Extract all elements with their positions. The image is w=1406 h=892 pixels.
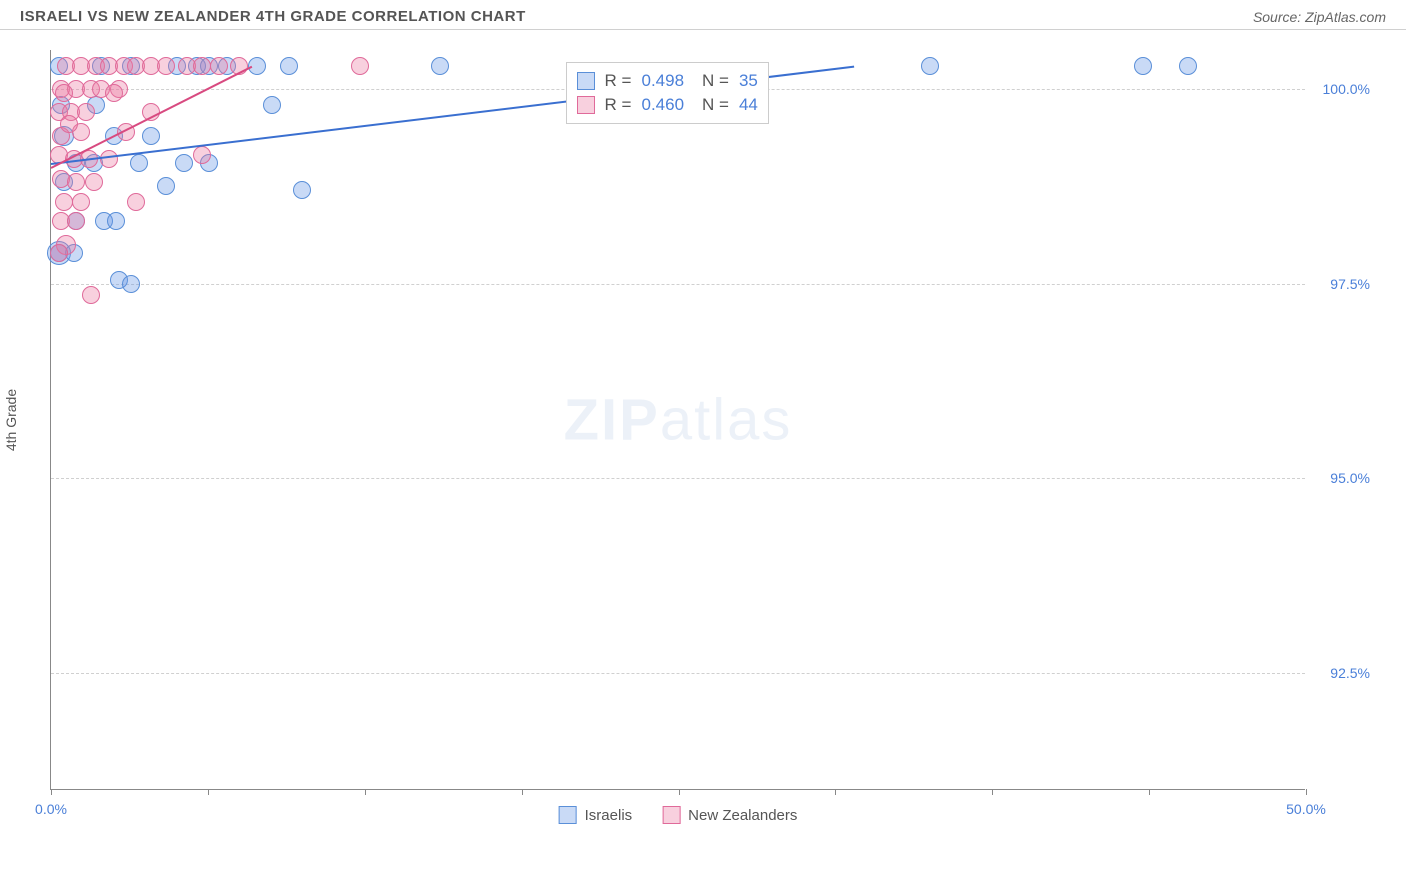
scatter-point <box>263 96 281 114</box>
stats-r-value: 0.460 <box>641 95 684 115</box>
scatter-point <box>130 154 148 172</box>
stats-swatch <box>577 96 595 114</box>
xaxis-label: 0.0% <box>35 801 67 817</box>
y-axis-label: 4th Grade <box>3 388 19 450</box>
scatter-point <box>122 275 140 293</box>
xtick <box>208 789 209 795</box>
scatter-point <box>77 103 95 121</box>
stats-row: R = 0.460 N = 44 <box>577 93 758 117</box>
scatter-point <box>60 115 78 133</box>
scatter-point <box>1134 57 1152 75</box>
scatter-point <box>67 212 85 230</box>
gridline <box>51 478 1305 479</box>
legend-label-newzealanders: New Zealanders <box>688 807 797 824</box>
scatter-point <box>921 57 939 75</box>
scatter-point <box>100 150 118 168</box>
stats-n-value: 44 <box>739 95 758 115</box>
stats-r-label: R = <box>605 95 632 115</box>
stats-box: R = 0.498 N = 35 R = 0.460 N = 44 <box>566 62 769 124</box>
legend-swatch-israelis <box>559 806 577 824</box>
chart-plot-area: 4th Grade ZIPatlas Israelis New Zealande… <box>50 50 1305 790</box>
xtick <box>835 789 836 795</box>
ytick-label: 95.0% <box>1330 470 1370 486</box>
scatter-point <box>157 177 175 195</box>
stats-n-label: N = <box>702 95 729 115</box>
scatter-point <box>193 57 211 75</box>
xtick <box>51 789 52 795</box>
ytick-label: 97.5% <box>1330 276 1370 292</box>
scatter-point <box>193 146 211 164</box>
legend-label-israelis: Israelis <box>585 807 633 824</box>
chart-header: ISRAELI VS NEW ZEALANDER 4TH GRADE CORRE… <box>0 0 1406 30</box>
stats-swatch <box>577 72 595 90</box>
gridline <box>51 284 1305 285</box>
chart-title: ISRAELI VS NEW ZEALANDER 4TH GRADE CORRE… <box>20 8 526 25</box>
chart-source: Source: ZipAtlas.com <box>1253 9 1386 25</box>
scatter-point <box>127 193 145 211</box>
xtick <box>679 789 680 795</box>
scatter-point <box>351 57 369 75</box>
xtick <box>992 789 993 795</box>
bottom-legend: Israelis New Zealanders <box>559 806 798 824</box>
legend-swatch-newzealanders <box>662 806 680 824</box>
stats-n-label: N = <box>702 71 729 91</box>
stats-r-label: R = <box>605 71 632 91</box>
legend-item-newzealanders: New Zealanders <box>662 806 797 824</box>
scatter-point <box>67 173 85 191</box>
scatter-point <box>105 84 123 102</box>
gridline <box>51 673 1305 674</box>
scatter-point <box>142 127 160 145</box>
scatter-point <box>1179 57 1197 75</box>
stats-r-value: 0.498 <box>641 71 684 91</box>
scatter-point <box>72 193 90 211</box>
watermark-bold: ZIP <box>564 387 660 452</box>
scatter-point <box>50 244 68 262</box>
scatter-point <box>85 173 103 191</box>
scatter-point <box>293 181 311 199</box>
ytick-label: 100.0% <box>1323 81 1370 97</box>
watermark: ZIPatlas <box>564 386 793 453</box>
xtick <box>1149 789 1150 795</box>
ytick-label: 92.5% <box>1330 665 1370 681</box>
scatter-point <box>107 212 125 230</box>
scatter-point <box>82 286 100 304</box>
scatter-point <box>175 154 193 172</box>
scatter-point <box>210 57 228 75</box>
stats-row: R = 0.498 N = 35 <box>577 69 758 93</box>
stats-n-value: 35 <box>739 71 758 91</box>
xaxis-label: 50.0% <box>1286 801 1326 817</box>
scatter-point <box>55 193 73 211</box>
scatter-point <box>55 84 73 102</box>
legend-item-israelis: Israelis <box>559 806 633 824</box>
scatter-point <box>157 57 175 75</box>
xtick <box>522 789 523 795</box>
scatter-point <box>280 57 298 75</box>
watermark-light: atlas <box>660 387 793 452</box>
xtick <box>365 789 366 795</box>
scatter-point <box>431 57 449 75</box>
xtick <box>1306 789 1307 795</box>
